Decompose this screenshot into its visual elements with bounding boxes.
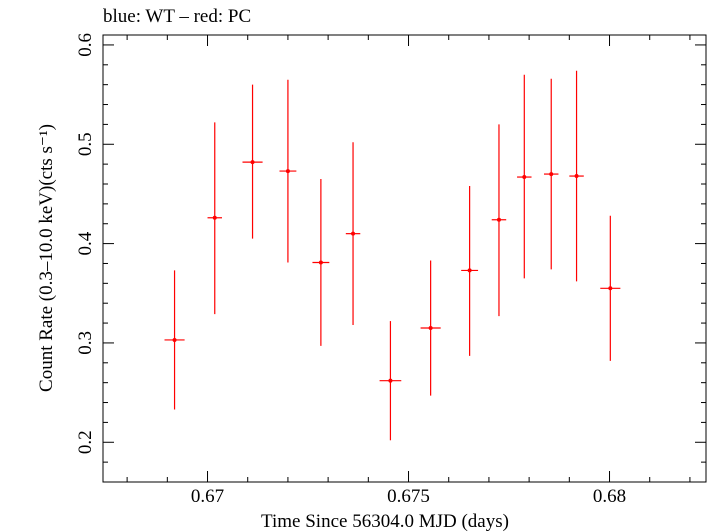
data-marker — [172, 337, 177, 342]
data-marker — [549, 172, 554, 177]
plot-frame — [102, 34, 707, 483]
data-point — [379, 321, 402, 441]
data-point — [242, 84, 263, 239]
data-marker — [388, 378, 393, 383]
data-point — [569, 70, 584, 282]
y-tick-label: 0.3 — [75, 331, 96, 355]
data-marker — [351, 231, 356, 236]
y-tick-label: 0.2 — [75, 430, 96, 454]
y-tick-label: 0.5 — [75, 132, 96, 156]
data-marker — [428, 326, 433, 331]
data-marker — [467, 268, 472, 273]
data-marker — [285, 169, 290, 174]
data-point — [420, 260, 441, 396]
data-series-pc — [164, 70, 621, 441]
data-point — [543, 78, 559, 270]
data-point — [600, 215, 621, 361]
x-tick-label: 0.68 — [593, 486, 626, 507]
data-marker — [608, 286, 613, 291]
data-point — [164, 270, 185, 410]
data-marker — [574, 174, 579, 179]
data-point — [517, 74, 532, 279]
y-axis-title: Count Rate (0.3–10.0 keV)(cts s⁻¹) — [36, 124, 57, 392]
data-point — [312, 179, 330, 346]
axis-ticks — [103, 35, 706, 483]
data-point — [345, 142, 361, 326]
y-tick-label: 0.6 — [75, 33, 96, 57]
data-point — [491, 124, 507, 317]
y-tick-label: 0.4 — [75, 231, 96, 255]
x-axis-title: Time Since 56304.0 MJD (days) — [261, 511, 509, 532]
data-point — [461, 185, 479, 356]
data-point — [279, 79, 297, 263]
x-tick-label: 0.67 — [191, 486, 224, 507]
data-point — [207, 122, 222, 315]
data-marker — [496, 217, 501, 222]
axis-tick-labels: 0.67 0.675 0.68 0.2 0.3 0.4 0.5 0.6 — [75, 33, 626, 507]
chart-header: blue: WT – red: PC — [103, 6, 251, 27]
data-marker — [318, 260, 323, 265]
data-marker — [522, 175, 527, 180]
x-tick-label: 0.675 — [387, 486, 430, 507]
data-marker — [212, 215, 217, 220]
data-marker — [250, 160, 255, 165]
